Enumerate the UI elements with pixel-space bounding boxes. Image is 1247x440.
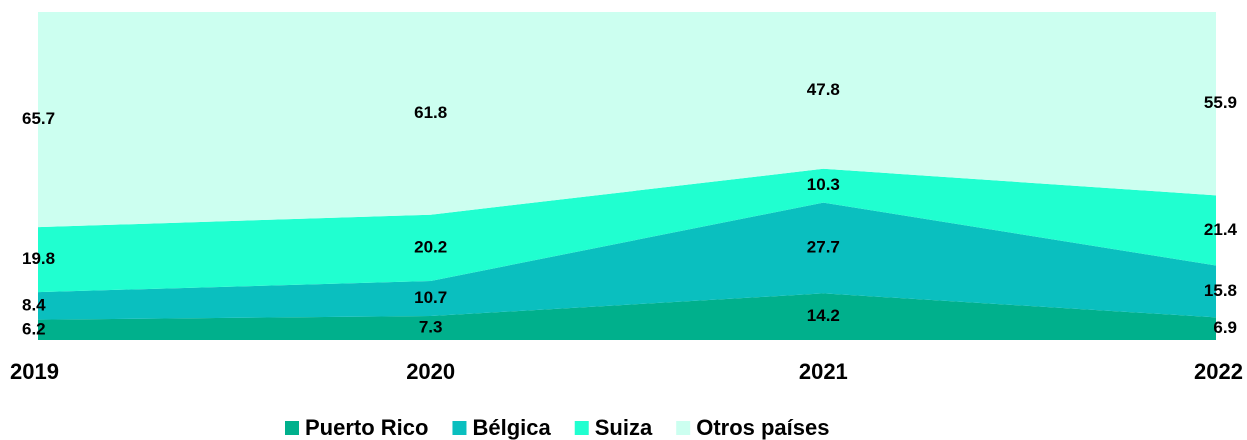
legend-label: Otros países (696, 415, 829, 440)
x-tick-label: 2021 (799, 359, 848, 384)
legend-swatch (574, 421, 589, 435)
plot-area (38, 12, 1216, 340)
legend-label: Bélgica (472, 415, 551, 440)
data-label: 8.4 (22, 295, 46, 314)
legend-swatch (452, 421, 467, 435)
data-label: 27.7 (807, 237, 840, 256)
area (38, 202, 1216, 320)
legend-label: Suiza (595, 415, 653, 440)
data-label: 20.2 (414, 237, 447, 256)
x-tick-label: 2022 (1194, 359, 1243, 384)
area (38, 12, 1216, 228)
data-label: 55.9 (1204, 93, 1237, 112)
data-label: 47.8 (807, 80, 840, 99)
x-tick-label: 2020 (406, 359, 455, 384)
legend-label: Puerto Rico (305, 415, 428, 440)
data-label: 65.7 (22, 109, 55, 128)
data-label: 10.7 (414, 288, 447, 307)
data-label: 7.3 (419, 318, 443, 337)
x-tick-label: 2019 (10, 359, 59, 384)
data-label: 19.8 (22, 249, 55, 268)
area (38, 168, 1216, 293)
data-label: 14.2 (807, 306, 840, 325)
legend-swatch (285, 421, 299, 435)
legend-swatch (676, 421, 691, 435)
data-label: 10.3 (807, 175, 840, 194)
data-label: 6.9 (1213, 318, 1237, 337)
data-label: 6.2 (22, 319, 46, 338)
data-label: 61.8 (414, 103, 447, 122)
data-label: 21.4 (1204, 220, 1238, 239)
area (38, 293, 1216, 340)
data-label: 15.8 (1204, 281, 1237, 300)
